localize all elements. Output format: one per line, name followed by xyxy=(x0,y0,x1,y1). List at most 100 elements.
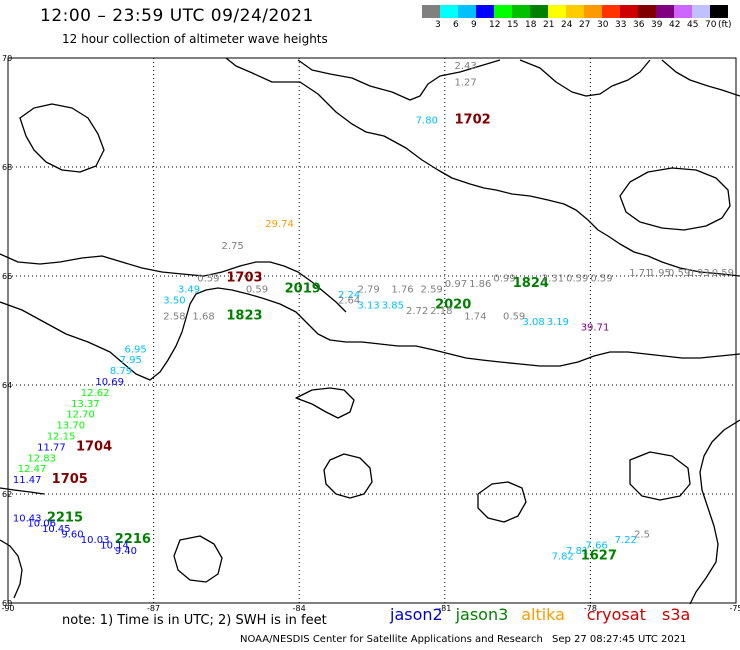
wave-height-label: 0.59 xyxy=(197,273,219,284)
page-subtitle: 12 hour collection of altimeter wave hei… xyxy=(62,32,328,46)
lon-tick-label: -90 xyxy=(1,604,14,613)
gridlines xyxy=(7,57,737,604)
wave-height-label: 12.47 xyxy=(18,464,47,475)
wave-height-label: 3.13 xyxy=(357,301,379,312)
wave-height-label: 2.43 xyxy=(455,61,477,72)
wave-height-label: 6.95 xyxy=(124,344,146,355)
coastlines xyxy=(0,57,740,605)
wave-height-label: 7.81 xyxy=(566,546,588,557)
coastline-island-e xyxy=(619,167,731,231)
wave-height-label: 2.24 xyxy=(338,290,360,301)
coastline-hudson-shore-sw xyxy=(0,487,45,495)
lon-tick-label: -87 xyxy=(147,604,160,613)
scale-label: 45 xyxy=(687,20,699,30)
coastline-melville xyxy=(297,59,501,101)
color-scale-labels: 3 6 9 12 15 18 21 24 27 30 33 36 39 42 45 70 (ft) xyxy=(422,18,740,32)
wave-height-label: 0.97 xyxy=(445,279,467,290)
scale-swatch xyxy=(458,5,476,18)
coastline-south-fragment xyxy=(173,535,223,583)
scale-label: 9 xyxy=(471,20,477,30)
coastline-small-east-island xyxy=(477,481,527,523)
pass-time-label: 1702 xyxy=(455,112,491,127)
wave-height-label: 0.99 xyxy=(493,273,515,284)
wave-height-label: 11.47 xyxy=(13,475,42,486)
lon-tick-label: -75 xyxy=(729,604,740,613)
scale-swatch xyxy=(530,5,548,18)
scale-swatch xyxy=(476,5,494,18)
wave-height-label: 7.22 xyxy=(615,535,637,546)
color-scale: 3 6 9 12 15 18 21 24 27 30 33 36 39 42 45 70 (ft) xyxy=(422,5,740,32)
coastline-hudson-west xyxy=(0,287,263,381)
wave-height-label: 10.43 xyxy=(13,513,42,524)
lat-tick-label: 62 xyxy=(2,490,12,499)
legend-entry-altika: altika xyxy=(521,605,565,624)
pass-time-label: 1824 xyxy=(513,276,549,291)
wave-height-label: 10.06 xyxy=(27,519,56,530)
pass-time-label: 2019 xyxy=(285,281,321,296)
wave-height-label: 2.79 xyxy=(357,284,379,295)
wave-height-label: 8.79 xyxy=(110,366,132,377)
wave-height-label: 0.59 xyxy=(246,284,268,295)
scale-label: 24 xyxy=(561,20,573,30)
wave-height-label: 7.80 xyxy=(416,115,438,126)
scale-label: 33 xyxy=(615,20,627,30)
lon-tick-label: -78 xyxy=(584,604,597,613)
coastline-coats xyxy=(295,387,355,419)
wave-height-label: 1.86 xyxy=(469,279,491,290)
wave-height-label: 7.95 xyxy=(120,355,142,366)
scale-swatch xyxy=(620,5,638,18)
wave-height-label: 1.68 xyxy=(192,312,214,323)
scale-label: 39 xyxy=(651,20,663,30)
scale-swatch xyxy=(692,5,710,18)
wave-height-label: 29.74 xyxy=(265,219,294,230)
wave-height-label: 13.70 xyxy=(57,421,86,432)
coastline-nw-island xyxy=(19,103,105,173)
pass-time-label: 1704 xyxy=(76,439,112,454)
wave-height-label: 12.62 xyxy=(81,388,110,399)
scale-label: 36 xyxy=(633,20,645,30)
color-scale-swatches xyxy=(422,5,740,18)
wave-height-label: 2.58 xyxy=(163,312,185,323)
wave-height-label: 12.70 xyxy=(66,410,95,421)
wave-height-label: 0.59 xyxy=(712,268,734,279)
coastline-island-ne xyxy=(519,59,651,97)
lon-tick-label: -84 xyxy=(293,604,306,613)
pass-time-label: 2215 xyxy=(47,510,83,525)
map-frame xyxy=(7,57,737,604)
wave-height-label: 7.66 xyxy=(586,541,608,552)
wave-height-label: 39.71 xyxy=(581,323,610,334)
wave-height-label: 0.59 xyxy=(503,312,525,323)
scale-swatch xyxy=(512,5,530,18)
lat-tick-label: 70 xyxy=(2,54,12,63)
coastline-mansel xyxy=(323,453,373,499)
map-border xyxy=(7,57,737,604)
coastline-southampton xyxy=(261,297,740,367)
lon-tick-label: -81 xyxy=(438,604,451,613)
pass-time-label: 2020 xyxy=(435,298,471,313)
wave-height-label: 3.49 xyxy=(178,284,200,295)
scale-swatch xyxy=(548,5,566,18)
scale-swatch xyxy=(674,5,692,18)
wave-height-label: 10.14 xyxy=(100,541,129,552)
wave-height-label: 1.71 xyxy=(629,268,651,279)
wave-height-label: 0.93 xyxy=(687,268,709,279)
scale-swatch xyxy=(494,5,512,18)
wave-height-label: 2.72 xyxy=(406,306,428,317)
scale-swatch xyxy=(566,5,584,18)
scale-label: 21 xyxy=(543,20,555,30)
wave-height-label: 9.60 xyxy=(61,530,83,541)
scale-label: 42 xyxy=(669,20,681,30)
wave-height-label: 2.59 xyxy=(421,284,443,295)
page-title: 12:00 – 23:59 UTC 09/24/2021 xyxy=(40,6,314,26)
lat-tick-label: 64 xyxy=(2,381,12,390)
wave-height-label: 12.83 xyxy=(27,453,56,464)
scale-swatch xyxy=(584,5,602,18)
wave-height-label: 1.76 xyxy=(391,284,413,295)
wave-height-label: 3.19 xyxy=(547,317,569,328)
wave-height-label: 2.75 xyxy=(222,241,244,252)
wave-height-label: 10.45 xyxy=(42,524,71,535)
wave-height-label: 10.03 xyxy=(81,535,110,546)
wave-height-label: 1.95 xyxy=(649,268,671,279)
scale-label: 18 xyxy=(525,20,537,30)
